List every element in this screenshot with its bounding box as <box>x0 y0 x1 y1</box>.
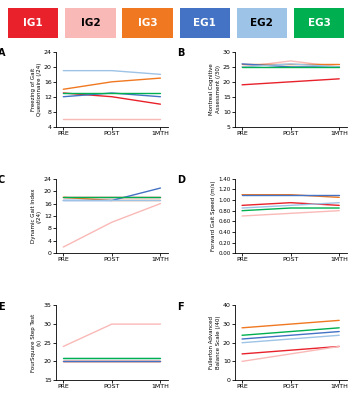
Y-axis label: Forward Gait Speed (m/s): Forward Gait Speed (m/s) <box>211 181 216 251</box>
Text: D: D <box>177 175 185 185</box>
Y-axis label: Montreal Cognitive
Assessment (/30): Montreal Cognitive Assessment (/30) <box>209 63 220 115</box>
Text: IG1: IG1 <box>23 18 43 28</box>
Text: A: A <box>0 48 5 58</box>
Text: EG3: EG3 <box>308 18 330 28</box>
Text: EG2: EG2 <box>251 18 273 28</box>
Text: B: B <box>177 48 184 58</box>
FancyBboxPatch shape <box>8 8 58 38</box>
Text: C: C <box>0 175 5 185</box>
Text: IG2: IG2 <box>80 18 100 28</box>
Y-axis label: Freezing of Gait
Questionnaire (/24): Freezing of Gait Questionnaire (/24) <box>30 62 42 116</box>
Text: EG1: EG1 <box>193 18 216 28</box>
FancyBboxPatch shape <box>180 8 230 38</box>
Text: IG3: IG3 <box>138 18 158 28</box>
FancyBboxPatch shape <box>122 8 173 38</box>
Text: F: F <box>177 302 183 312</box>
Text: E: E <box>0 302 5 312</box>
Y-axis label: Fullerton Advanced
Balance Scale (/40): Fullerton Advanced Balance Scale (/40) <box>209 316 220 370</box>
FancyBboxPatch shape <box>237 8 287 38</box>
Y-axis label: Dynamic Gait Index
(/24): Dynamic Gait Index (/24) <box>30 189 42 243</box>
Y-axis label: FourSquare Step Test
(s): FourSquare Step Test (s) <box>31 314 42 372</box>
FancyBboxPatch shape <box>294 8 344 38</box>
FancyBboxPatch shape <box>65 8 116 38</box>
